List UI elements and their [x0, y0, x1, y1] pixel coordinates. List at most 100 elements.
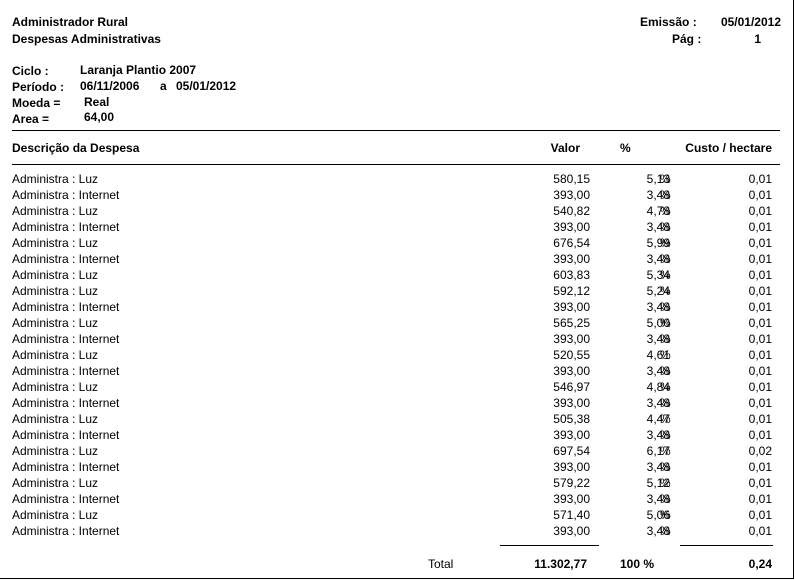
expense-pct-symbol: %: [660, 204, 671, 218]
expense-pct-symbol: %: [660, 332, 671, 346]
expense-pct: 5,12: [646, 476, 670, 490]
table-row: Administra : Internet 393,00 3,48% 0,01: [0, 220, 795, 236]
expense-description: Administra : Internet: [12, 252, 120, 266]
expense-description: Administra : Internet: [12, 492, 120, 506]
expense-pct-symbol: %: [660, 460, 671, 474]
expense-pct-symbol: %: [660, 268, 671, 282]
col-descricao: Descrição da Despesa: [12, 141, 140, 155]
expense-valor: 603,83: [553, 268, 590, 282]
periodo-separator: a: [160, 79, 167, 93]
expense-pct-symbol: %: [660, 396, 671, 410]
expense-pct-symbol: %: [660, 380, 671, 394]
table-row: Administra : Internet 393,00 3,48% 0,01: [0, 300, 795, 316]
expense-description: Administra : Luz: [12, 476, 99, 490]
periodo-start: 06/11/2006: [80, 79, 140, 93]
expense-custo-hectare: 0,01: [748, 172, 772, 186]
header-bottom-rule: [12, 164, 780, 165]
expense-custo-hectare: 0,02: [748, 444, 772, 458]
expense-custo-hectare: 0,01: [748, 252, 772, 266]
expense-custo-hectare: 0,01: [748, 428, 772, 442]
expense-pct: 3,48: [646, 524, 670, 538]
table-row: Administra : Internet 393,00 3,48% 0,01: [0, 188, 795, 204]
expense-description: Administra : Internet: [12, 428, 120, 442]
ciclo-value: Laranja Plantio 2007: [80, 63, 197, 77]
expense-pct: 3,48: [646, 188, 670, 202]
expense-valor: 393,00: [553, 220, 590, 234]
expense-description: Administra : Luz: [12, 268, 99, 282]
expense-pct-symbol: %: [660, 428, 671, 442]
table-row: Administra : Internet 393,00 3,48% 0,01: [0, 252, 795, 268]
expense-custo-hectare: 0,01: [748, 220, 772, 234]
expense-pct-symbol: %: [660, 508, 671, 522]
expense-pct: 5,00: [646, 316, 670, 330]
periodo-label: Período :: [12, 80, 65, 94]
expense-custo-hectare: 0,01: [748, 204, 772, 218]
table-row: Administra : Luz 520,55 4,61% 0,01: [0, 348, 795, 364]
expense-custo-hectare: 0,01: [748, 364, 772, 378]
table-row: Administra : Luz 505,38 4,47% 0,01: [0, 412, 795, 428]
expense-description: Administra : Internet: [12, 220, 120, 234]
expense-pct-symbol: %: [660, 172, 671, 186]
expense-pct-symbol: %: [660, 412, 671, 426]
report-title: Administrador Rural: [12, 15, 129, 29]
expense-description: Administra : Internet: [12, 300, 120, 314]
expense-pct: 3,48: [646, 252, 670, 266]
expense-custo-hectare: 0,01: [748, 332, 772, 346]
expense-description: Administra : Luz: [12, 284, 99, 298]
expense-valor: 393,00: [553, 332, 590, 346]
expense-valor: 393,00: [553, 188, 590, 202]
expense-description: Administra : Internet: [12, 460, 120, 474]
col-pct: %: [620, 141, 631, 155]
expense-description: Administra : Luz: [12, 444, 99, 458]
emission-label: Emissão :: [640, 15, 697, 29]
expense-valor: 580,15: [553, 172, 590, 186]
expense-description: Administra : Luz: [12, 348, 99, 362]
expense-pct: 3,48: [646, 396, 670, 410]
table-row: Administra : Luz 580,15 5,13% 0,01: [0, 172, 795, 188]
expense-valor: 393,00: [553, 428, 590, 442]
area-label: Area =: [12, 112, 50, 126]
expense-custo-hectare: 0,01: [748, 268, 772, 282]
total-valor: 11.302,77: [534, 557, 587, 571]
expense-valor: 393,00: [553, 300, 590, 314]
expense-pct-symbol: %: [660, 476, 671, 490]
expense-pct-symbol: %: [660, 348, 671, 362]
col-valor: Valor: [550, 141, 580, 155]
expense-pct-symbol: %: [660, 444, 671, 458]
expense-description: Administra : Luz: [12, 172, 99, 186]
expense-description: Administra : Internet: [12, 524, 120, 538]
moeda-label: Moeda =: [12, 96, 61, 110]
expense-description: Administra : Internet: [12, 396, 120, 410]
table-row: Administra : Luz 603,83 5,34% 0,01: [0, 268, 795, 284]
expense-pct: 5,34: [646, 268, 670, 282]
table-row: Administra : Luz 540,82 4,78% 0,01: [0, 204, 795, 220]
total-custo: 0,24: [748, 557, 772, 571]
expense-custo-hectare: 0,01: [748, 460, 772, 474]
expense-pct-symbol: %: [660, 188, 671, 202]
expense-valor: 592,12: [553, 284, 590, 298]
expense-pct-symbol: %: [660, 492, 671, 506]
expense-pct-symbol: %: [660, 252, 671, 266]
table-row: Administra : Luz 676,54 5,99% 0,01: [0, 236, 795, 252]
expense-pct: 3,48: [646, 364, 670, 378]
expense-valor: 393,00: [553, 396, 590, 410]
expense-pct: 5,24: [646, 284, 670, 298]
expense-valor: 546,97: [553, 380, 590, 394]
expense-pct: 4,84: [646, 380, 670, 394]
expense-pct: 3,48: [646, 300, 670, 314]
expense-pct: 4,61: [646, 348, 670, 362]
expense-custo-hectare: 0,01: [748, 300, 772, 314]
expense-custo-hectare: 0,01: [748, 476, 772, 490]
expense-valor: 697,54: [553, 444, 590, 458]
table-row: Administra : Internet 393,00 3,48% 0,01: [0, 460, 795, 476]
expense-description: Administra : Luz: [12, 236, 99, 250]
expense-pct: 5,13: [646, 172, 670, 186]
total-pct: 100 %: [620, 557, 655, 571]
report-subtitle: Despesas Administrativas: [12, 32, 161, 46]
expense-pct: 3,48: [646, 220, 670, 234]
expense-valor: 540,82: [553, 204, 590, 218]
expense-custo-hectare: 0,01: [748, 236, 772, 250]
expense-custo-hectare: 0,01: [748, 396, 772, 410]
expense-custo-hectare: 0,01: [748, 316, 772, 330]
